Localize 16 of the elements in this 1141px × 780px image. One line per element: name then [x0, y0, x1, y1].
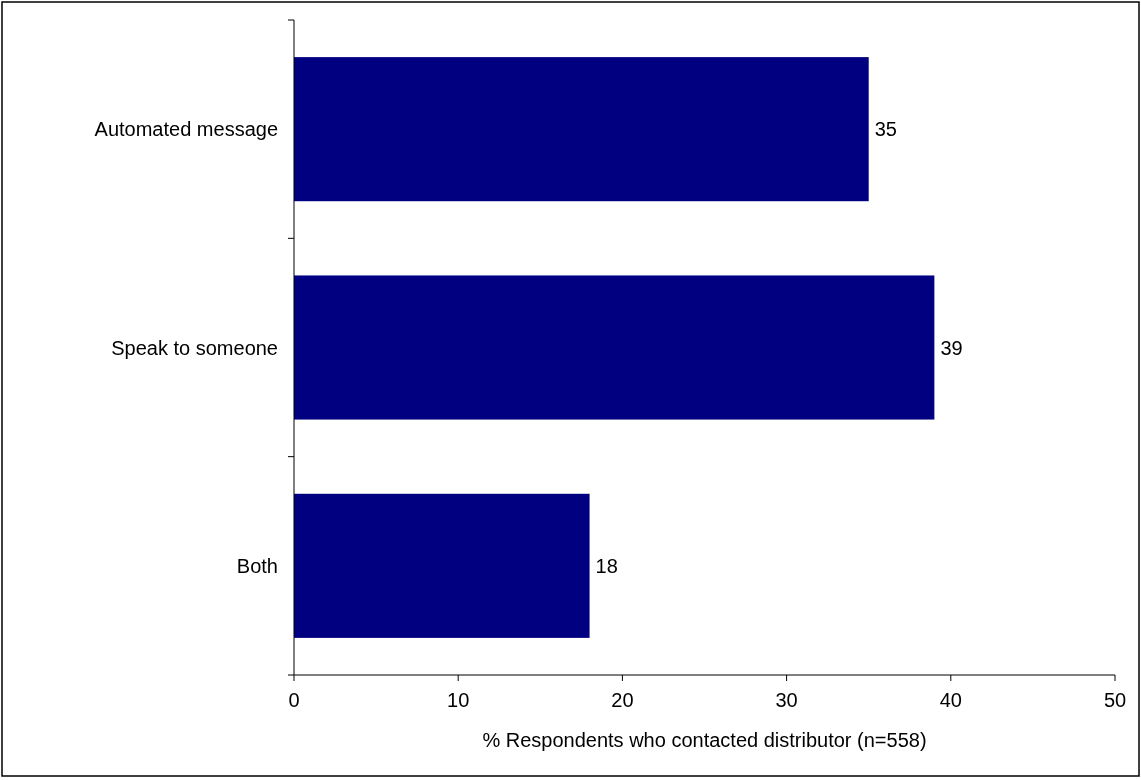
y-tick-label: Both [236, 554, 278, 577]
bar [294, 57, 869, 202]
bar [294, 275, 935, 420]
y-tick-label: Speak to someone [111, 336, 278, 359]
x-tick-label: 20 [611, 689, 634, 711]
data-label: 39 [940, 336, 963, 359]
data-label: 18 [595, 554, 618, 577]
data-label: 35 [874, 118, 897, 141]
x-tick-label: 50 [1103, 689, 1127, 711]
bar [294, 493, 590, 638]
y-tick-label: Automated message [94, 118, 278, 141]
x-tick-label: 10 [447, 689, 470, 711]
x-tick-label: 40 [939, 689, 962, 711]
x-axis-title: % Respondents who contacted distributor (n=558) [482, 729, 927, 751]
x-tick-label: 0 [288, 689, 300, 711]
x-tick-label: 30 [775, 689, 798, 711]
